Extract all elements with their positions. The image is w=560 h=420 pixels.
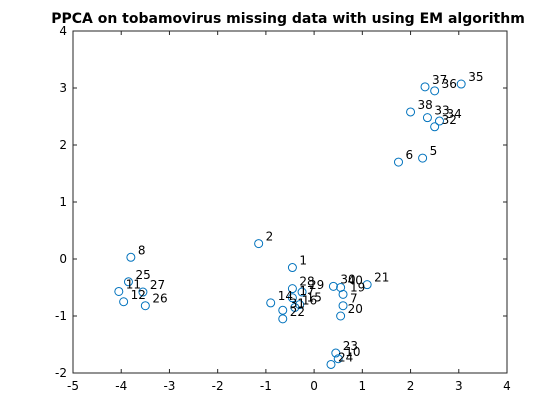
point-label: 20: [348, 302, 363, 316]
point-label: 5: [430, 144, 438, 158]
point-label: 29: [309, 278, 324, 292]
chart-title: PPCA on tobamovirus missing data with us…: [51, 11, 525, 27]
point-label: 35: [468, 70, 483, 84]
point-label: 25: [135, 268, 150, 282]
point-label: 31: [290, 296, 305, 310]
point-label: 2: [266, 230, 274, 244]
point-label: 24: [338, 350, 353, 364]
point-label: 38: [418, 98, 433, 112]
point-label: 8: [138, 243, 146, 257]
point-label: 34: [446, 107, 461, 121]
x-tick-label: -5: [67, 379, 79, 393]
x-tick-label: 0: [310, 379, 318, 393]
x-tick-label: -2: [212, 379, 224, 393]
y-tick-label: 3: [59, 81, 67, 95]
x-tick-label: -1: [260, 379, 272, 393]
point-label: 1: [299, 254, 307, 268]
y-tick-label: 0: [59, 252, 67, 266]
x-tick-label: 2: [407, 379, 415, 393]
point-label: 12: [131, 288, 146, 302]
point-label: 37: [432, 73, 447, 87]
x-tick-label: 3: [455, 379, 463, 393]
point-label: 26: [152, 292, 167, 306]
y-tick-label: -1: [55, 309, 67, 323]
point-label: 6: [406, 148, 414, 162]
x-tick-label: -4: [115, 379, 127, 393]
y-tick-label: 1: [59, 195, 67, 209]
x-tick-label: 4: [503, 379, 511, 393]
y-tick-label: 2: [59, 138, 67, 152]
point-label: 40: [348, 274, 363, 288]
point-label: 21: [374, 271, 389, 285]
x-tick-label: 1: [359, 379, 367, 393]
y-tick-label: -2: [55, 366, 67, 380]
y-tick-label: 4: [59, 24, 67, 38]
point-label: 27: [150, 278, 165, 292]
x-tick-label: -3: [163, 379, 175, 393]
